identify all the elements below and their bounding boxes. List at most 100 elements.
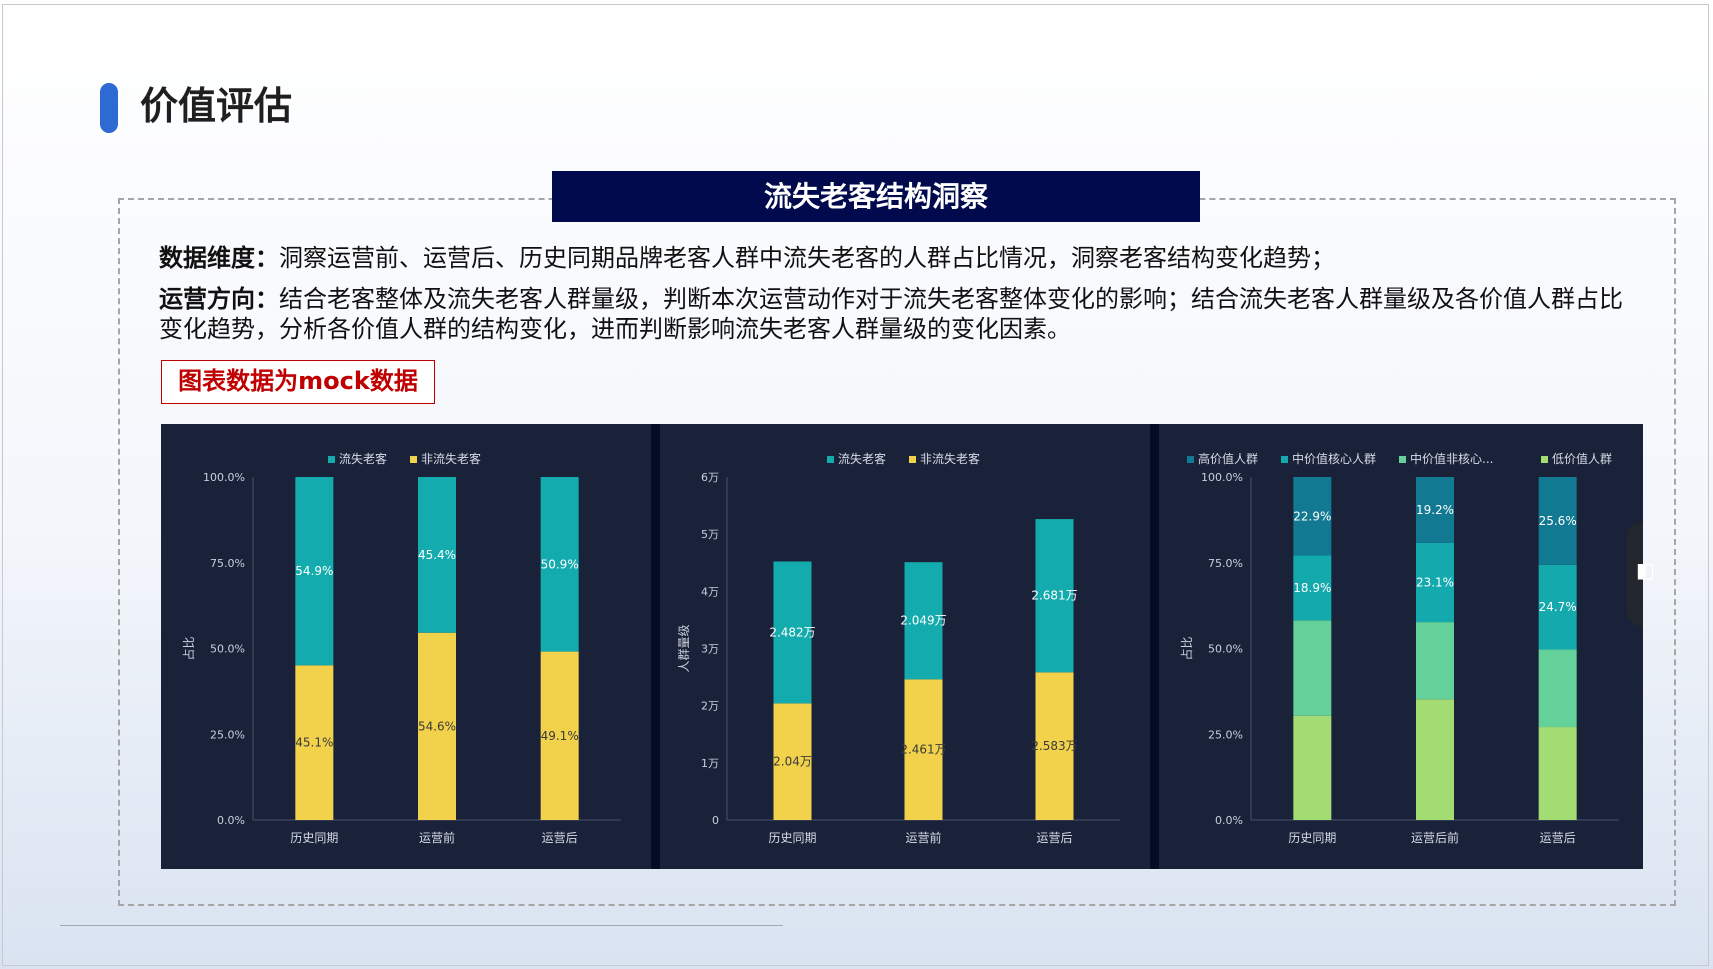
legend-label: 非流失老客 — [920, 451, 980, 466]
legend-swatch — [410, 456, 417, 463]
bar-data-label: 25.6% — [1539, 514, 1577, 528]
bar-segment — [1416, 542, 1454, 623]
bar-data-label: 2.049万 — [900, 614, 946, 628]
bar-data-label: 45.4% — [418, 548, 456, 562]
bar-segment — [418, 477, 456, 633]
x-tick-label: 运营前 — [905, 830, 941, 845]
y-tick-label: 2万 — [701, 700, 719, 713]
x-tick-label: 历史同期 — [768, 831, 816, 845]
y-tick-label: 25.0% — [1208, 728, 1243, 741]
legend-label: 流失老客 — [339, 451, 387, 466]
legend-label: 中价值核心人群 — [1292, 451, 1376, 466]
y-tick-label: 3万 — [701, 643, 719, 656]
x-tick-label: 运营后 — [1540, 831, 1576, 845]
bar-segment — [295, 665, 334, 820]
y-axis-label: 人群量级 — [677, 624, 691, 672]
bar-segment — [1416, 699, 1454, 820]
y-axis-label: 占比 — [1179, 636, 1194, 660]
bar-segment — [773, 703, 812, 820]
title-accent-bar — [100, 83, 118, 133]
legend-swatch — [827, 456, 834, 463]
bar-segment — [773, 561, 812, 704]
bar-segment — [1293, 477, 1332, 556]
y-tick-label: 50.0% — [1208, 643, 1243, 656]
data-dimension-label: 数据维度： — [159, 244, 279, 272]
slide-frame — [2, 4, 1709, 966]
y-tick-label: 0.0% — [1215, 814, 1243, 827]
legend-label: 中价值非核心... — [1410, 451, 1493, 466]
section-header: 流失老客结构洞察 — [552, 171, 1200, 222]
bar-data-label: 54.9% — [295, 564, 333, 578]
bar-segment — [1538, 477, 1577, 565]
bar-segment — [1293, 715, 1332, 820]
y-tick-label: 25.0% — [210, 728, 245, 741]
bar-segment — [904, 679, 943, 820]
y-tick-label: 4万 — [701, 585, 719, 598]
side-panel-icon: ◧ — [1636, 558, 1655, 582]
chart-churn-share: 流失老客 非流失老客 0.0% 25.0% 50.0% 75.0% 100.0% 占比 45.1… — [161, 424, 651, 869]
operation-direction-label: 运营方向： — [159, 285, 279, 313]
y-tick-label: 1万 — [701, 757, 719, 770]
y-tick-label: 6万 — [701, 471, 719, 484]
data-dimension-body: 洞察运营前、运营后、历史同期品牌老客人群中流失老客的人群占比情况，洞察老客结构变… — [279, 244, 1335, 272]
bar-data-label: 2.681万 — [1031, 589, 1077, 603]
legend-label: 低价值人群 — [1552, 451, 1612, 466]
x-tick-label: 运营前 — [419, 830, 455, 845]
y-tick-label: 100.0% — [1201, 471, 1243, 484]
bar-segment — [1035, 672, 1074, 820]
bar-data-label: 19.2% — [1416, 503, 1454, 517]
y-tick-label: 100.0% — [203, 471, 245, 484]
bar-segment — [540, 651, 579, 820]
operation-direction-body: 结合老客整体及流失老客人群量级，判断本次运营动作对于流失老客整体变化的影响；结合… — [159, 285, 1623, 343]
bar-segment — [295, 477, 334, 666]
y-tick-label: 75.0% — [1208, 557, 1243, 570]
y-tick-label: 75.0% — [210, 557, 245, 570]
x-tick-label: 运营后 — [542, 831, 578, 845]
chart-value-segments: 高价值人群 中价值核心人群 中价值非核心... 低价值人群 0.0% 25.0% 50.0%… — [1159, 424, 1643, 869]
legend-swatch — [1281, 456, 1288, 463]
bar-data-label: 2.482万 — [769, 625, 815, 639]
legend-swatch — [1541, 456, 1548, 463]
legend-swatch — [1187, 456, 1194, 463]
bar-data-label: 54.6% — [418, 719, 456, 733]
y-tick-label: 0 — [712, 814, 719, 827]
x-tick-label: 运营后前 — [1411, 830, 1459, 845]
bar-data-label: 45.1% — [295, 736, 333, 750]
legend-label: 高价值人群 — [1198, 451, 1258, 466]
bar-data-label: 2.583万 — [1031, 739, 1077, 753]
legend-swatch — [328, 456, 335, 463]
bar-data-label: 50.9% — [541, 557, 579, 571]
bar-data-label: 2.04万 — [773, 755, 812, 769]
bar-segment — [1293, 555, 1332, 621]
x-tick-label: 运营后 — [1036, 831, 1072, 845]
bar-segment — [1035, 519, 1074, 673]
legend-label: 流失老客 — [838, 451, 886, 466]
bar-segment — [1538, 564, 1577, 650]
legend-swatch — [1399, 456, 1406, 463]
bar-segment — [1538, 727, 1577, 820]
bar-segment — [1416, 622, 1454, 700]
charts-panel: 流失老客 非流失老客 0.0% 25.0% 50.0% 75.0% 100.0% 占比 45.1… — [161, 424, 1643, 869]
bar-segment — [1538, 649, 1577, 728]
legend-swatch — [909, 456, 916, 463]
bar-segment — [1416, 477, 1454, 543]
operation-direction-text: 运营方向：结合老客整体及流失老客人群量级，判断本次运营动作对于流失老客整体变化的… — [159, 284, 1639, 344]
y-axis-label: 占比 — [181, 636, 196, 660]
x-tick-label: 历史同期 — [1288, 831, 1336, 845]
bar-segment — [540, 477, 579, 652]
bar-data-label: 49.1% — [541, 729, 579, 743]
data-dimension-text: 数据维度：洞察运营前、运营后、历史同期品牌老客人群中流失老客的人群占比情况，洞察… — [159, 243, 1639, 273]
bar-segment — [904, 562, 943, 680]
footer-divider — [60, 925, 783, 926]
bar-segment — [1293, 620, 1332, 716]
mock-data-note: 图表数据为mock数据 — [161, 360, 435, 404]
side-panel-tab[interactable] — [1627, 522, 1643, 626]
page-title: 价值评估 — [140, 84, 293, 128]
bar-data-label: 2.461万 — [900, 743, 946, 757]
y-tick-label: 0.0% — [217, 814, 245, 827]
legend-label: 非流失老客 — [421, 451, 481, 466]
bar-data-label: 24.7% — [1539, 600, 1577, 614]
bar-segment — [418, 632, 456, 820]
y-tick-label: 50.0% — [210, 643, 245, 656]
